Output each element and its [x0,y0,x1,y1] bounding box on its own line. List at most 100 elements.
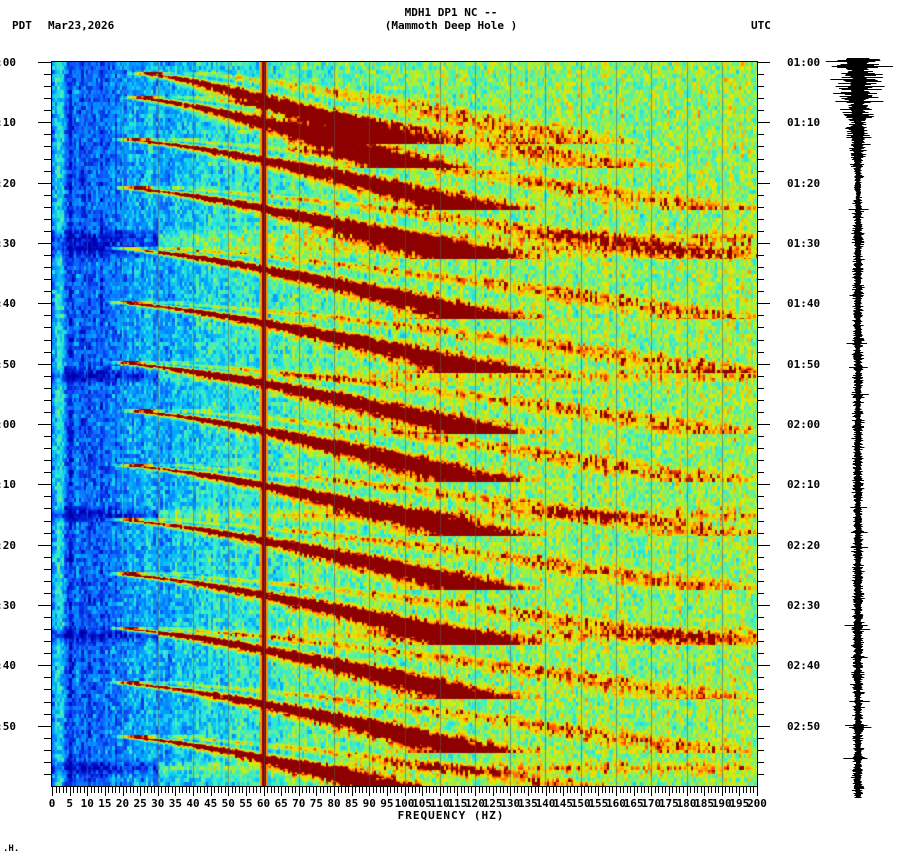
frequency-tick [115,787,116,793]
frequency-tick [355,787,356,793]
axis-tick [757,496,764,497]
frequency-tick [457,787,458,796]
frequency-tick [369,787,370,796]
frequency-tick [553,787,554,793]
frequency-tick [612,787,613,793]
frequency-tick [218,787,219,793]
axis-tick [757,521,764,522]
frequency-tick [563,787,564,796]
time-label-pdt: 18:30 [0,237,16,250]
timezone-label-right: UTC [751,19,771,32]
time-label-pdt: 18:50 [0,357,16,371]
frequency-tick [662,787,663,793]
time-label-utc: 02:40 [787,659,821,673]
axis-tick [44,388,51,389]
axis-tick [757,110,764,111]
frequency-tick [309,787,310,793]
frequency-tick [507,787,508,793]
axis-tick [44,255,51,256]
frequency-tick [278,787,279,793]
time-label-pdt: 18:20 [0,176,16,190]
frequency-tick [412,787,413,793]
frequency-label: 35 [168,797,182,810]
axis-tick [757,231,764,232]
axis-tick [44,159,51,160]
spectrogram-plot[interactable] [52,62,757,786]
frequency-label: 60 [256,797,271,810]
axis-tick [44,195,51,196]
axis-tick [757,183,770,184]
frequency-tick [362,787,363,793]
frequency-label: 175 [658,797,679,810]
frequency-tick [151,787,152,793]
frequency-tick [609,787,610,793]
frequency-tick [630,787,631,793]
axis-tick [757,219,764,220]
axis-tick [38,122,51,123]
axis-tick [757,315,764,316]
frequency-tick [746,787,747,793]
frequency-tick [271,787,272,793]
frequency-label: 95 [380,797,394,810]
frequency-tick [130,787,131,793]
frequency-tick [112,787,113,793]
frequency-tick [225,787,226,793]
frequency-tick [313,787,314,793]
frequency-tick [510,787,511,796]
frequency-tick [383,787,384,793]
axis-tick [757,267,764,268]
time-label-pdt: 18:00 [0,56,16,69]
axis-tick [757,593,764,594]
frequency-tick [757,787,758,796]
time-label-pdt: 19:20 [0,538,16,552]
frequency-tick [380,787,381,793]
frequency-tick [697,787,698,793]
frequency-label: 30 [151,797,165,810]
frequency-tick [486,787,487,793]
axis-tick [757,629,764,630]
frequency-label: 145 [553,797,574,810]
frequency-tick [260,787,261,793]
axis-tick [38,243,51,244]
frequency-tick [535,787,536,793]
axis-tick [44,436,51,437]
frequency-tick [137,787,138,793]
axis-tick [44,762,51,763]
axis-tick [44,714,51,715]
frequency-tick [718,787,719,793]
axis-tick [757,605,770,606]
frequency-tick [531,787,532,793]
frequency-label: 195 [729,797,750,810]
frequency-tick [119,787,120,793]
axis-tick [44,327,51,328]
frequency-tick [154,787,155,793]
frequency-tick [338,787,339,793]
frequency-tick [605,787,606,793]
frequency-tick [648,787,649,793]
frequency-tick [204,787,205,793]
axis-tick [757,122,770,123]
frequency-tick [722,787,723,796]
frequency-axis-title: FREQUENCY (HZ) [397,809,505,822]
frequency-label: 80 [327,797,341,810]
frequency-tick [669,787,670,796]
frequency-tick [616,787,617,796]
frequency-tick [359,787,360,793]
frequency-tick [288,787,289,793]
frequency-tick [66,787,67,793]
axis-tick [757,641,764,642]
axis-tick [44,315,51,316]
frequency-tick [584,787,585,793]
time-label-pdt: 18:10 [0,116,16,130]
axis-tick [757,508,764,509]
frequency-label: 20 [115,797,130,810]
axis-tick [757,195,764,196]
frequency-tick [743,787,744,793]
frequency-tick [672,787,673,793]
frequency-tick [739,787,740,796]
frequency-tick [253,787,254,793]
axis-tick [757,689,764,690]
frequency-label: 140 [535,797,556,810]
frequency-tick [440,787,441,796]
